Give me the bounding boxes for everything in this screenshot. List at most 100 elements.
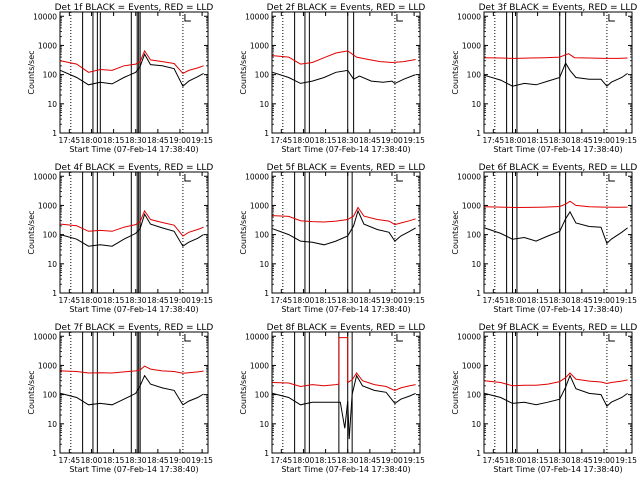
- plot-frame: [59, 171, 209, 294]
- series-line-events: [272, 374, 416, 440]
- plot-frame: [59, 331, 209, 454]
- series-line-events: [60, 53, 204, 87]
- corner-bracket-mark: [608, 174, 615, 182]
- y-axis-label: Counts/sec: [451, 370, 460, 414]
- series-line-events: [484, 210, 628, 245]
- x-tick-label: 18:15: [527, 456, 549, 465]
- x-tick-label: 19:15: [403, 456, 425, 465]
- x-tick-label: 19:15: [615, 456, 637, 465]
- x-tick-label: 18:00: [293, 296, 315, 305]
- y-tick-label: 10: [471, 100, 481, 109]
- y-axis-label: Counts/sec: [27, 210, 36, 254]
- x-tick-label: 18:30: [125, 456, 147, 465]
- x-tick-label: 18:00: [293, 456, 315, 465]
- y-tick-label: 1000: [462, 41, 481, 50]
- y-tick-label: 10: [47, 100, 57, 109]
- y-tick-label: 1000: [462, 201, 481, 210]
- panel-det-9: Det 9f BLACK = Events, RED = LLD 1 10 100 10…: [451, 323, 637, 474]
- x-tick-label: 17:45: [59, 456, 81, 465]
- y-tick-label: 100: [255, 71, 270, 80]
- corner-bracket-mark: [608, 14, 615, 22]
- y-tick-label: 1: [264, 289, 269, 298]
- x-tick-label: 18:15: [527, 136, 549, 145]
- y-tick-label: 100: [255, 391, 270, 400]
- x-tick-label: 17:45: [271, 456, 293, 465]
- x-axis-label: Start Time (07-Feb-14 17:38:40): [281, 145, 410, 154]
- corner-bracket-mark: [184, 174, 191, 182]
- y-tick-label: 100: [43, 391, 58, 400]
- y-tick-label: 1000: [38, 201, 57, 210]
- panel-det-6: Det 6f BLACK = Events, RED = LLD 1 10 100 10…: [451, 163, 637, 314]
- plot-frame: [271, 171, 421, 294]
- panel-title: Det 2f BLACK = Events, RED = LLD: [267, 3, 426, 13]
- y-axis-label: Counts/sec: [27, 50, 36, 94]
- x-tick-label: 18:00: [505, 296, 527, 305]
- x-tick-label: 18:45: [359, 296, 381, 305]
- y-tick-label: 100: [467, 231, 482, 240]
- plot-frame: [271, 331, 421, 454]
- x-axis-label: Start Time (07-Feb-14 17:38:40): [281, 465, 410, 474]
- plot-frame: [483, 171, 633, 294]
- y-tick-label: 1000: [38, 41, 57, 50]
- y-tick-label: 10: [47, 260, 57, 269]
- y-tick-label: 1: [264, 449, 269, 458]
- panel-det-4: Det 4f BLACK = Events, RED = LLD 1 10 100 10…: [27, 163, 213, 314]
- y-tick-label: 1000: [250, 361, 269, 370]
- series-line-lld: [272, 337, 416, 391]
- series-line-events: [484, 61, 628, 87]
- panel-title: Det 1f BLACK = Events, RED = LLD: [55, 3, 214, 13]
- x-tick-label: 18:15: [315, 296, 337, 305]
- y-tick-label: 10000: [245, 12, 269, 21]
- y-tick-label: 10: [259, 100, 269, 109]
- panel-title: Det 5f BLACK = Events, RED = LLD: [267, 163, 426, 173]
- x-tick-label: 19:00: [381, 456, 403, 465]
- series-line-lld: [272, 206, 416, 226]
- x-tick-label: 18:00: [81, 296, 103, 305]
- y-tick-label: 10000: [33, 12, 57, 21]
- y-tick-label: 10000: [245, 332, 269, 341]
- panel-title: Det 4f BLACK = Events, RED = LLD: [55, 163, 214, 173]
- y-tick-label: 10000: [457, 172, 481, 181]
- series-line-lld: [60, 365, 204, 374]
- y-axis-label: Counts/sec: [239, 50, 248, 94]
- x-tick-label: 18:45: [359, 456, 381, 465]
- series-line-events: [60, 374, 204, 406]
- x-tick-label: 19:00: [593, 296, 615, 305]
- x-tick-label: 18:30: [337, 296, 359, 305]
- x-tick-label: 18:30: [337, 456, 359, 465]
- y-tick-label: 10: [47, 420, 57, 429]
- y-tick-label: 1: [264, 129, 269, 138]
- x-tick-label: 19:00: [381, 296, 403, 305]
- x-tick-label: 18:45: [147, 136, 169, 145]
- corner-bracket-mark: [184, 334, 191, 342]
- corner-bracket-mark: [396, 14, 403, 22]
- y-axis-label: Counts/sec: [27, 370, 36, 414]
- series-line-lld: [272, 50, 416, 65]
- plot-frame: [483, 331, 633, 454]
- series-line-events: [272, 69, 416, 84]
- x-tick-label: 18:00: [505, 136, 527, 145]
- y-tick-label: 1: [476, 449, 481, 458]
- series-line-events: [484, 374, 628, 408]
- x-tick-label: 18:15: [315, 456, 337, 465]
- x-tick-label: 18:15: [527, 296, 549, 305]
- x-tick-label: 18:15: [103, 136, 125, 145]
- x-tick-label: 17:45: [59, 296, 81, 305]
- y-tick-label: 1000: [462, 361, 481, 370]
- y-tick-label: 1: [52, 129, 57, 138]
- plot-frame: [271, 11, 421, 134]
- x-tick-label: 18:15: [103, 296, 125, 305]
- panel-title: Det 3f BLACK = Events, RED = LLD: [479, 3, 638, 13]
- x-tick-label: 18:30: [125, 296, 147, 305]
- x-tick-label: 18:45: [147, 296, 169, 305]
- x-tick-label: 19:00: [169, 296, 191, 305]
- x-tick-label: 19:00: [381, 136, 403, 145]
- panel-det-7: Det 7f BLACK = Events, RED = LLD 1 10 100 10…: [27, 323, 213, 474]
- y-tick-label: 100: [255, 231, 270, 240]
- x-tick-label: 18:30: [549, 456, 571, 465]
- x-tick-label: 19:00: [593, 136, 615, 145]
- x-tick-label: 17:45: [271, 296, 293, 305]
- panel-det-1: Det 1f BLACK = Events, RED = LLD 1 10 100 10…: [27, 3, 213, 154]
- panel-det-5: Det 5f BLACK = Events, RED = LLD 1 10 100 10…: [239, 163, 425, 314]
- corner-bracket-mark: [184, 14, 191, 22]
